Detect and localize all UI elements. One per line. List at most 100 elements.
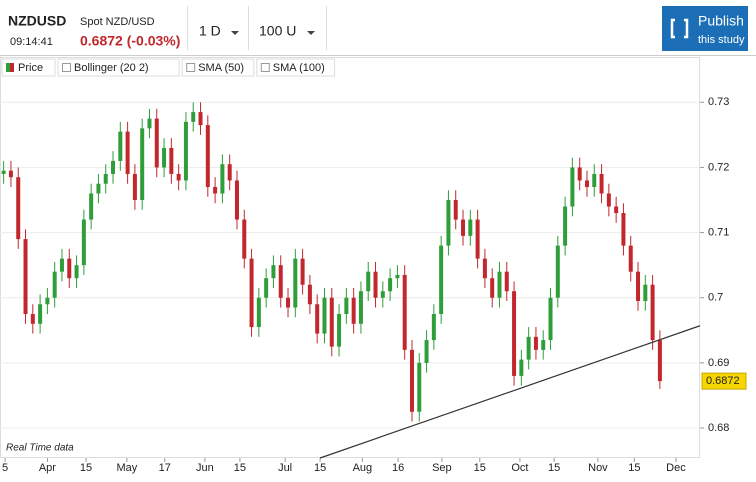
dropdown-arrow: [307, 31, 315, 35]
legend-item-bg: [256, 58, 336, 77]
candle-body: [526, 336, 531, 360]
candle-body: [52, 271, 57, 298]
publish-bg: [662, 6, 748, 51]
candle-body: [417, 362, 422, 412]
x-tick-label: Dec: [666, 462, 686, 474]
legend-swatch: [6, 63, 10, 72]
legend-item-bg: [57, 58, 180, 77]
instrument-name: Spot NZD/USD: [80, 16, 155, 28]
candle-body: [286, 297, 291, 308]
candle-body: [38, 304, 43, 324]
candle-body: [111, 160, 116, 174]
candle-body: [74, 265, 79, 279]
candle-body: [337, 314, 342, 347]
candle-body: [329, 297, 334, 347]
candle-body: [132, 173, 137, 201]
x-tick-label: 15: [234, 462, 246, 474]
candle-body: [519, 359, 524, 376]
annotation: Real Time data: [6, 443, 74, 454]
x-tick-label: 15: [628, 462, 640, 474]
header-bg: [0, 0, 756, 55]
candle-body: [30, 314, 35, 324]
x-tick-label: 16: [392, 462, 404, 474]
candle-body: [205, 125, 210, 187]
candle-body: [570, 167, 575, 207]
candle-body: [592, 173, 597, 187]
candle-body: [380, 291, 385, 298]
candle-body: [402, 274, 407, 350]
candle-body: [59, 258, 64, 272]
candle-body: [249, 258, 254, 328]
candle-body: [256, 297, 261, 328]
symbol: NZDUSD: [8, 13, 66, 29]
candle-body: [388, 278, 393, 292]
publish-button[interactable]: Publish this study: [662, 6, 748, 51]
candle-body: [183, 121, 188, 181]
legend-label: Bollinger (20 2): [74, 62, 149, 74]
x-tick-label: Jun: [196, 462, 214, 474]
x-tick-label: Sep: [432, 462, 452, 474]
dropdown-arrow: [231, 31, 239, 35]
publish-title: Publish: [698, 13, 744, 29]
x-tick-label: 15: [314, 462, 326, 474]
candle-body: [490, 278, 495, 298]
legend-item-bg: [181, 58, 255, 77]
candle-body: [154, 118, 159, 168]
candle-body: [555, 245, 560, 298]
candle-body: [23, 239, 28, 315]
candle-body: [453, 200, 458, 220]
y-tick-label: 0.69: [708, 357, 729, 369]
candle-body: [315, 304, 320, 334]
candle-body: [118, 131, 123, 161]
candle-body: [176, 173, 181, 181]
candle-body: [366, 271, 371, 292]
legend-label: SMA (50): [198, 62, 244, 74]
x-tick-label: Nov: [588, 462, 608, 474]
candle-body: [577, 167, 582, 181]
candle-body: [621, 213, 626, 246]
candle-body: [424, 340, 429, 363]
x-tick-label: Oct: [511, 462, 528, 474]
legend-swatch: [10, 63, 14, 72]
candle-body: [395, 274, 400, 279]
candle-body: [103, 173, 108, 184]
legend-checkbox: [62, 63, 71, 72]
legend-checkbox: [186, 63, 196, 72]
candle-body: [358, 291, 363, 324]
candle-body: [45, 297, 50, 305]
y-tick-label: 0.73: [708, 96, 729, 108]
range-select[interactable]: 100 U: [259, 23, 296, 39]
candle-body: [431, 314, 436, 341]
candle-body: [475, 219, 480, 259]
candle-body: [147, 118, 152, 129]
y-tick-label: 0.7: [708, 292, 723, 304]
legend-checkbox: [260, 63, 270, 72]
candle-body: [264, 278, 269, 298]
candle-body: [307, 284, 312, 305]
publish-subtitle: this study: [698, 34, 745, 46]
x-tick-label: 17: [159, 462, 171, 474]
y-tick-label: 0.68: [708, 422, 729, 434]
candle-body: [541, 340, 546, 350]
interval-select[interactable]: 1 D: [199, 23, 221, 39]
candle-body: [584, 180, 589, 187]
candle-body: [169, 147, 174, 174]
candle-body: [548, 297, 553, 341]
candle-body: [628, 245, 633, 272]
candle-body: [409, 349, 414, 412]
legend-label: Price: [18, 62, 43, 74]
candle-body: [300, 258, 305, 285]
last-price-tag: [701, 372, 747, 390]
candle-body: [606, 193, 611, 207]
candle-body: [125, 131, 130, 174]
candle-body: [89, 193, 94, 220]
candle-body: [614, 206, 619, 214]
legend: Price Bollinger (20 2) SMA (50) SMA (100): [1, 58, 336, 77]
x-tick-label: Aug: [353, 462, 373, 474]
candle-body: [140, 128, 145, 201]
candle-body: [533, 336, 538, 350]
x-tick-label: 5: [2, 462, 8, 474]
candle-body: [461, 219, 466, 236]
